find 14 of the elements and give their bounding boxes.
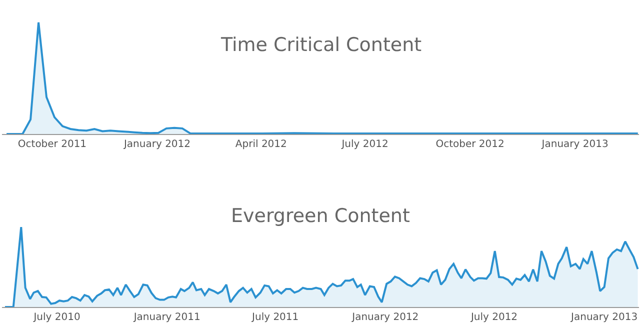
x-tick-label: January 2013 xyxy=(540,139,608,150)
x-tick-label: January 2013 xyxy=(570,312,638,323)
x-tick-label: July 2012 xyxy=(470,312,518,323)
x-tick-label: January 2011 xyxy=(132,312,200,323)
text: Time Critical Content xyxy=(220,34,422,56)
x-tick-label: July 2012 xyxy=(340,139,388,150)
x-tick-label: October 2012 xyxy=(436,139,504,150)
x-tick-label: January 2012 xyxy=(351,312,419,323)
x-tick-label: July 2011 xyxy=(251,312,299,323)
x-tick-label: January 2012 xyxy=(122,139,191,150)
x-tick-label: July 2010 xyxy=(32,312,80,323)
chart-title: Evergreen Content xyxy=(231,205,410,227)
x-tick-label: October 2011 xyxy=(18,139,87,150)
x-tick-label: April 2012 xyxy=(235,139,287,150)
